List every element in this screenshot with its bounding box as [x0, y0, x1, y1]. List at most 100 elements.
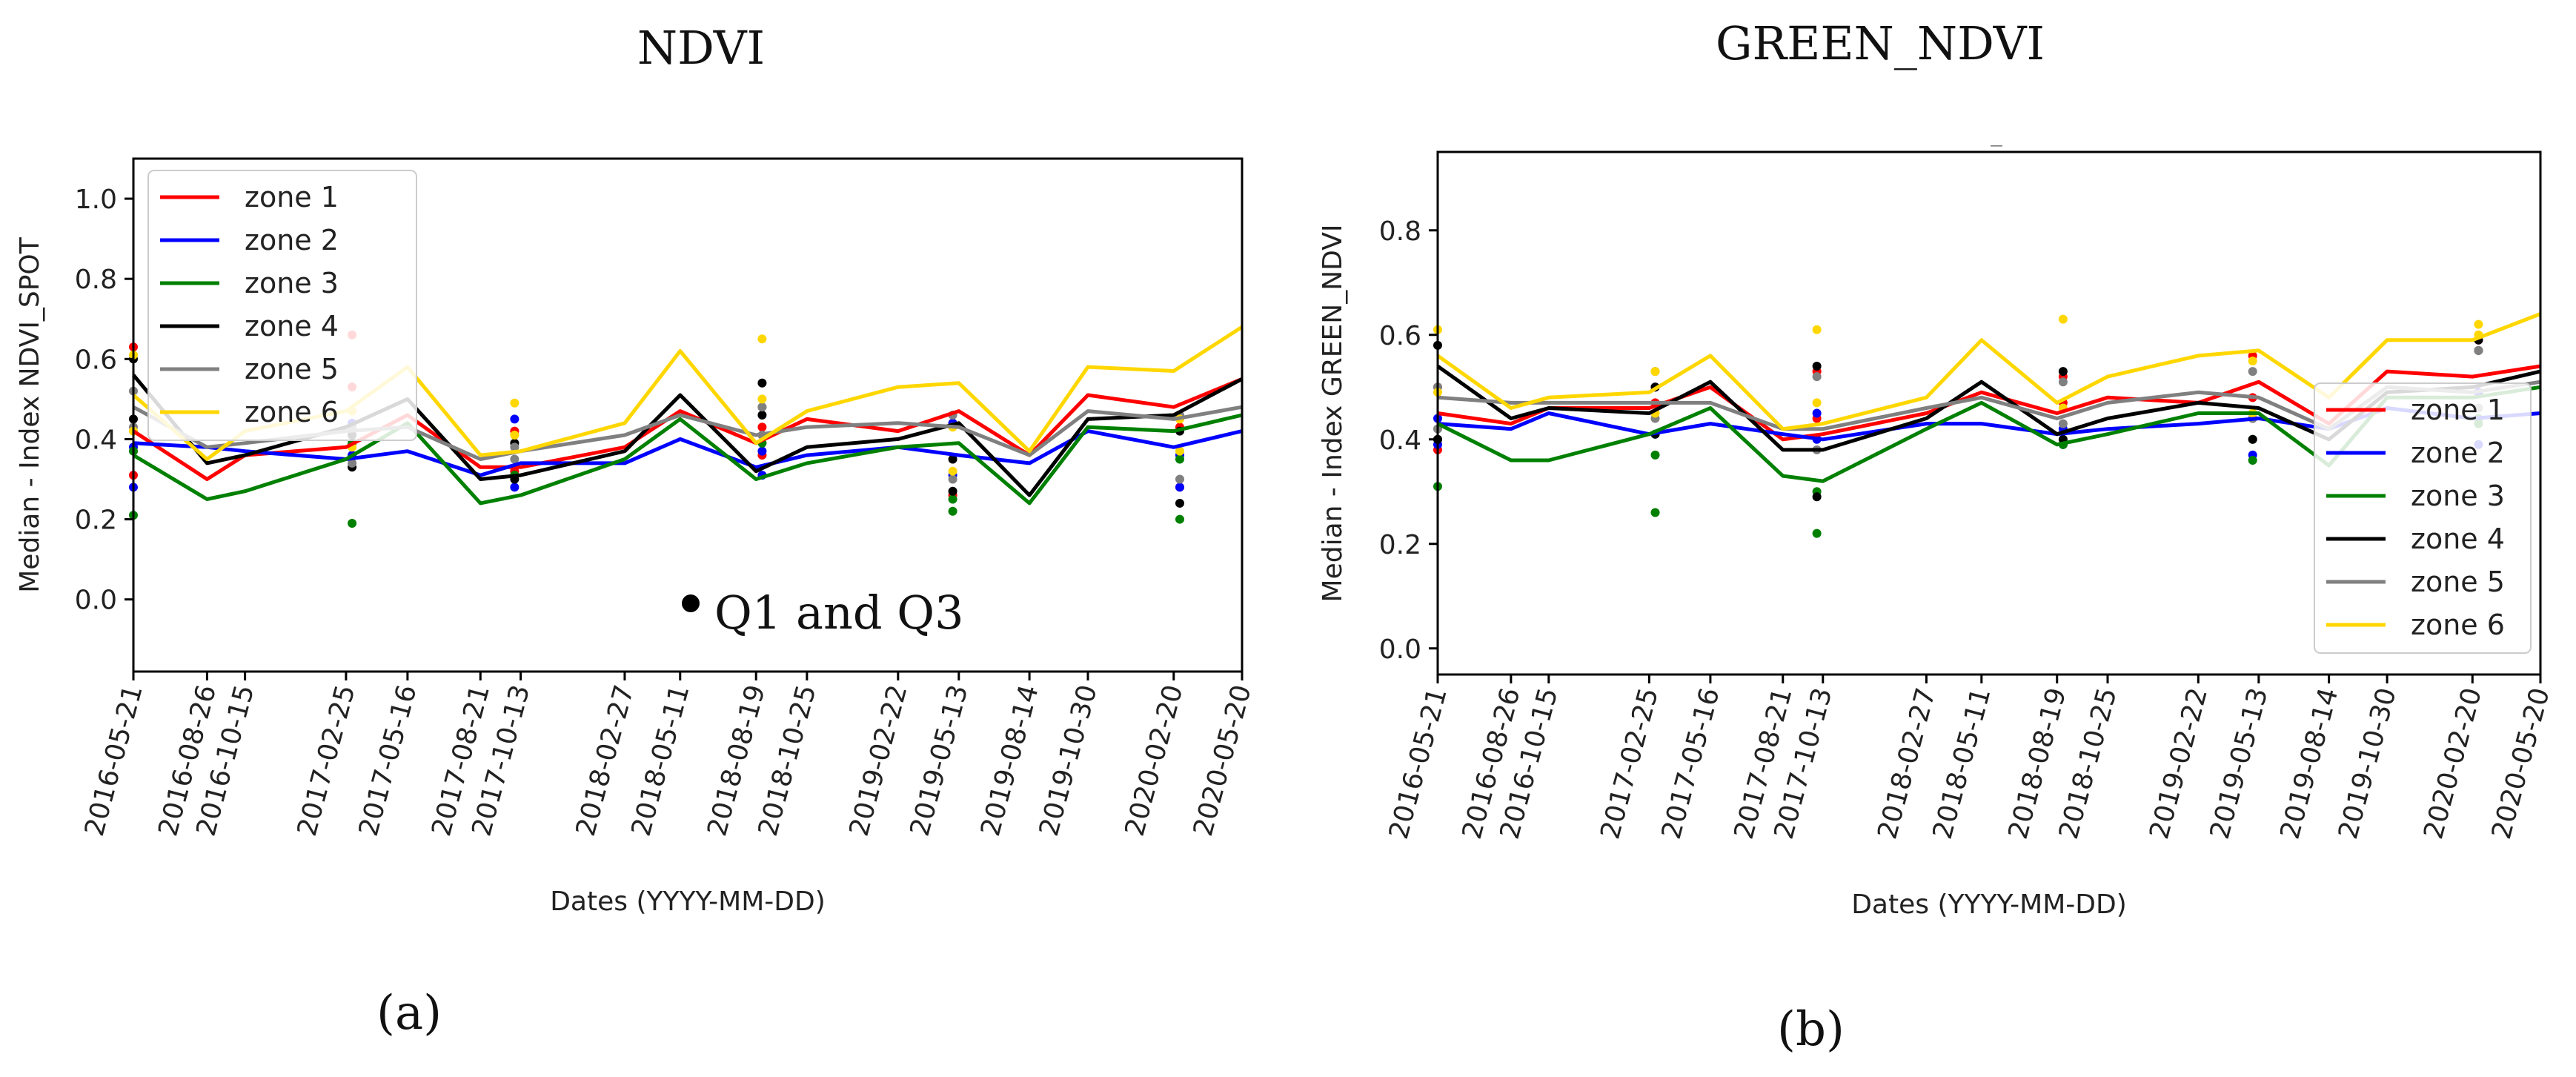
- y-tick-label: 0.8: [75, 265, 117, 295]
- x-tick-label: 2017-05-16: [353, 682, 423, 840]
- legend-label: zone 1: [245, 181, 339, 213]
- quartile-point: [510, 431, 519, 440]
- quartile-point: [2474, 345, 2483, 355]
- chart-title: NDVI: [637, 21, 766, 75]
- panel-label-a: (a): [376, 986, 442, 1041]
- legend-label: zone 5: [245, 353, 339, 385]
- x-tick-label: 2018-05-11: [626, 682, 696, 840]
- legend-label: zone 5: [2411, 566, 2505, 598]
- panel-label-b: (b): [1777, 1002, 1845, 1057]
- quartile-point: [2248, 455, 2257, 465]
- chart-subtitle: _: [1991, 119, 2002, 147]
- quartile-point: [2058, 367, 2068, 377]
- legend-label: zone 1: [2411, 394, 2505, 426]
- legend-label: zone 2: [245, 224, 339, 256]
- quartile-point: [1175, 474, 1184, 484]
- x-tick-label: 2019-10-30: [1034, 682, 1103, 840]
- quartile-point: [510, 414, 519, 424]
- quartile-point: [1812, 528, 1822, 538]
- x-tick-label: 2017-02-25: [1595, 685, 1664, 843]
- quartile-point: [2058, 377, 2068, 387]
- x-tick-label: 2018-05-11: [1928, 685, 1997, 843]
- legend-box: [2314, 382, 2532, 654]
- x-tick-label: 2020-05-20: [1188, 682, 1258, 840]
- quartile-point: [948, 454, 957, 464]
- legend-label: zone 4: [245, 310, 339, 342]
- quartile-point: [1650, 450, 1660, 460]
- x-tick-label: 2019-02-22: [844, 682, 914, 840]
- series-line-zone-6: [1436, 312, 2541, 431]
- quartile-point: [948, 486, 957, 496]
- series-line-zone-2: [133, 429, 1243, 477]
- x-axis-label: Dates (YYYY-MM-DD): [1851, 889, 2127, 920]
- quartile-point: [948, 466, 957, 476]
- panel-ndvi: NDVI 0.0 0.2 0.4 0.6 0.8 1.0 2016-05-21 2016-08…: [15, 21, 1258, 1041]
- quartile-point: [948, 474, 957, 484]
- quartile-point: [757, 378, 767, 388]
- quartile-point: [1812, 325, 1822, 334]
- y-axis-label: Median - Index GREEN_NDVI: [1318, 225, 1348, 603]
- quartile-point: [348, 518, 357, 528]
- y-tick-label: 0.2: [75, 506, 117, 536]
- quartile-dot-icon: [682, 594, 700, 612]
- x-tick-label: 2019-05-13: [905, 682, 975, 840]
- y-tick-label: 0.2: [1379, 530, 1421, 560]
- legend-label: zone 6: [245, 396, 339, 428]
- quartile-point: [1175, 446, 1184, 456]
- y-tick-label: 0.6: [1379, 321, 1421, 351]
- quartile-point: [1175, 498, 1184, 508]
- quartile-point: [510, 483, 519, 492]
- legend-label: zone 2: [2411, 437, 2505, 469]
- y-tick-label: 0.4: [75, 425, 117, 455]
- quartile-point: [1812, 408, 1822, 418]
- series-line-zone-1: [132, 377, 1243, 481]
- quartile-point: [1812, 398, 1822, 408]
- quartile-point: [1175, 514, 1184, 524]
- y-tick-label: 0.0: [75, 586, 117, 616]
- quartile-point: [2058, 314, 2068, 324]
- x-tick-label: 2019-10-30: [2333, 685, 2403, 843]
- plot-frame: [132, 157, 1244, 673]
- quartile-point: [2474, 319, 2483, 329]
- panel-green-ndvi: GREEN_NDVI _ 0.0 0.2 0.4 0.6 0.8 2016-05-21 20…: [1288, 0, 2576, 1077]
- quartile-point: [757, 334, 767, 344]
- legend-box: [147, 170, 417, 441]
- quartile-point: [510, 454, 519, 464]
- quartile-point: [1650, 367, 1660, 377]
- quartile-point: [757, 422, 767, 432]
- quartile-point: [1175, 454, 1184, 464]
- x-tick-label: 2019-08-14: [2275, 685, 2345, 843]
- plot-frame: [1436, 150, 2542, 676]
- y-axis-label: Median - Index NDVI_SPOT: [15, 236, 45, 593]
- quartile-point: [510, 398, 519, 408]
- quartile-annotation: Q1 and Q3: [682, 586, 964, 640]
- quartile-point: [948, 506, 957, 516]
- quartile-point: [757, 446, 767, 456]
- quartile-point: [757, 411, 767, 420]
- quartile-point: [1175, 483, 1184, 492]
- quartile-point: [1812, 372, 1822, 382]
- quartile-point: [948, 494, 957, 504]
- x-tick-label: 2020-02-20: [1120, 682, 1189, 840]
- quartile-point: [2248, 434, 2257, 444]
- x-tick-label: 2017-02-25: [292, 682, 362, 840]
- quartile-point: [2248, 367, 2257, 377]
- x-axis-label: Dates (YYYY-MM-DD): [550, 887, 826, 917]
- legend-label: zone 3: [2411, 480, 2505, 512]
- chart-title: GREEN_NDVI: [1715, 16, 2045, 70]
- y-tick-label: 0.6: [75, 345, 117, 375]
- quartile-annotation-text: Q1 and Q3: [714, 586, 964, 640]
- x-tick-label: 2016-05-21: [79, 682, 149, 840]
- y-tick-label: 0.0: [1379, 634, 1421, 665]
- legend-label: zone 6: [2411, 609, 2505, 641]
- y-tick-label: 1.0: [75, 185, 117, 215]
- quartile-point: [757, 402, 767, 412]
- quartile-point: [1650, 508, 1660, 517]
- x-tick-label: 2019-05-13: [2205, 685, 2274, 843]
- quartile-point: [2248, 357, 2257, 365]
- y-tick-label: 0.8: [1379, 216, 1421, 247]
- quartile-point: [510, 443, 519, 452]
- y-tick-label: 0.4: [1379, 425, 1421, 456]
- x-tick-label: 2016-05-21: [1384, 685, 1453, 843]
